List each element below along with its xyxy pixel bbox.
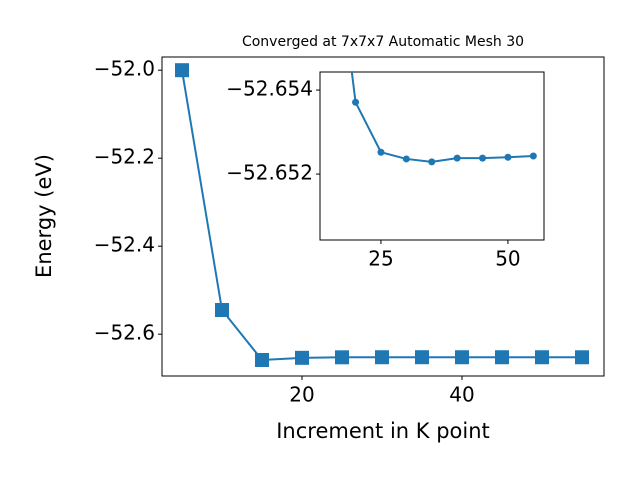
x-tick-label: 20 — [289, 383, 314, 407]
y-tick-label: −52.652 — [226, 161, 313, 185]
data-point — [453, 154, 461, 162]
x-tick-label: 50 — [495, 247, 520, 271]
data-point — [402, 155, 410, 163]
data-point — [495, 350, 509, 365]
data-point — [215, 303, 229, 317]
data-point — [295, 350, 309, 365]
x-axis-label: Increment in K point — [276, 419, 490, 443]
data-point — [335, 350, 349, 365]
data-point — [175, 63, 189, 78]
data-point — [415, 350, 429, 365]
plot-content — [350, 72, 537, 166]
x-tick-label: 40 — [449, 383, 474, 407]
data-point — [529, 152, 537, 160]
data-point — [428, 158, 436, 166]
chart-title: Converged at 7x7x7 Automatic Mesh 30 — [242, 34, 524, 50]
data-point — [504, 153, 512, 161]
y-axis-label: Energy (eV) — [32, 154, 56, 278]
y-tick-label: −52.6 — [94, 321, 155, 345]
x-tick-label: 25 — [368, 247, 393, 271]
data-point — [535, 350, 549, 365]
data-point — [255, 352, 269, 367]
data-point — [455, 350, 469, 365]
data-point — [377, 148, 385, 156]
plot-content — [175, 63, 589, 367]
data-point — [375, 350, 389, 365]
data-point — [575, 350, 589, 365]
y-tick-label: −52.654 — [226, 77, 313, 101]
data-point — [479, 154, 487, 162]
y-tick-label: −52.4 — [94, 233, 155, 257]
data-point — [352, 98, 360, 106]
y-tick-label: −52.2 — [94, 145, 155, 169]
y-tick-label: −52.0 — [94, 57, 155, 81]
